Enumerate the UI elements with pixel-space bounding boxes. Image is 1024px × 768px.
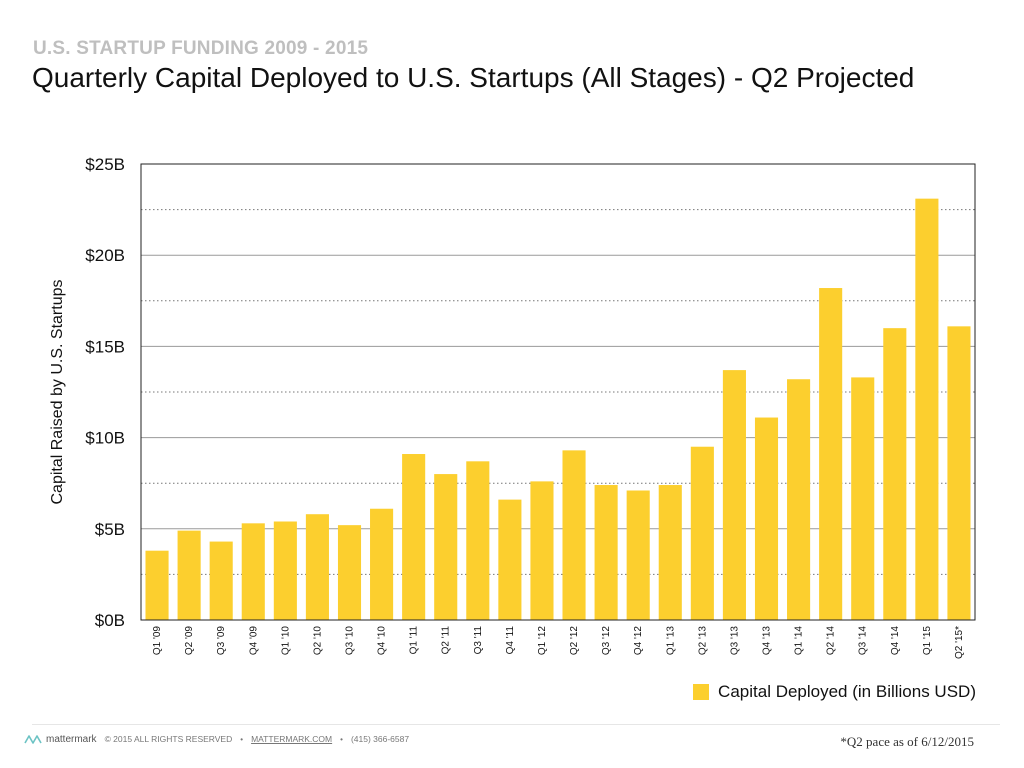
bar bbox=[851, 377, 875, 620]
y-tick-label: $15B bbox=[85, 337, 125, 356]
y-tick-label: $20B bbox=[85, 246, 125, 265]
footer-separator: • bbox=[240, 734, 244, 744]
x-tick-label: Q3 '13 bbox=[729, 626, 740, 656]
x-tick-label: Q2 '11 bbox=[441, 626, 452, 655]
bar bbox=[883, 328, 907, 620]
bar bbox=[466, 461, 490, 620]
bar bbox=[722, 370, 746, 620]
x-tick-label: Q2 '13 bbox=[697, 626, 708, 656]
x-tick-label: Q1 '13 bbox=[665, 626, 676, 656]
x-tick-label: Q2 '10 bbox=[312, 626, 323, 656]
footer: mattermark © 2015 ALL RIGHTS RESERVED • … bbox=[24, 733, 409, 745]
footer-divider bbox=[32, 724, 1000, 725]
bar bbox=[658, 485, 682, 620]
bars bbox=[145, 198, 971, 620]
x-tick-label: Q3 '14 bbox=[858, 626, 869, 656]
bar bbox=[145, 550, 169, 620]
x-tick-label: Q1 '14 bbox=[794, 626, 805, 656]
y-tick-label: $0B bbox=[95, 611, 125, 630]
bar bbox=[754, 417, 779, 620]
bar bbox=[915, 198, 939, 620]
x-tick-label: Q1 '12 bbox=[537, 626, 548, 656]
bar bbox=[402, 454, 426, 620]
mattermark-logo-icon bbox=[24, 735, 42, 744]
bar bbox=[690, 446, 714, 620]
y-axis-title: Capital Raised by U.S. Startups bbox=[49, 280, 66, 505]
x-tick-label: Q1 '09 bbox=[152, 626, 163, 656]
legend-swatch bbox=[693, 684, 710, 700]
x-tick-label: Q1 '10 bbox=[280, 626, 291, 656]
footer-separator: • bbox=[340, 734, 343, 744]
x-tick-label: Q1 '11 bbox=[409, 626, 420, 655]
y-tick-labels: $0B $5B $10B $15B $20B $25B bbox=[85, 155, 125, 630]
bar bbox=[594, 485, 618, 620]
x-tick-label: Q2 '09 bbox=[184, 626, 195, 656]
legend-label: Capital Deployed (in Billions USD) bbox=[718, 682, 976, 701]
bar bbox=[562, 450, 586, 620]
x-tick-label: Q4 '09 bbox=[248, 626, 259, 656]
x-tick-label: Q4 '10 bbox=[377, 626, 388, 656]
y-tick-label: $10B bbox=[85, 429, 125, 448]
x-tick-labels: Q1 '09 Q2 '09 Q3 '09 Q4 '09 Q1 '10 Q2 '10 Q3 '… bbox=[152, 626, 965, 659]
bar bbox=[209, 541, 233, 620]
x-tick-label: Q4 '12 bbox=[633, 626, 644, 656]
brand-name: mattermark bbox=[46, 733, 97, 745]
copyright-text: © 2015 ALL RIGHTS RESERVED bbox=[104, 734, 233, 744]
bar bbox=[305, 514, 329, 620]
bar bbox=[819, 288, 843, 620]
bar bbox=[370, 508, 394, 620]
x-tick-label: Q4 '13 bbox=[762, 626, 773, 656]
bar bbox=[434, 474, 458, 620]
bar bbox=[626, 490, 650, 620]
x-tick-label: Q2 '12 bbox=[569, 626, 580, 656]
axes bbox=[140, 163, 976, 621]
bar bbox=[787, 379, 811, 620]
bar bbox=[177, 530, 201, 620]
bar bbox=[241, 523, 265, 620]
x-tick-label: Q3 '11 bbox=[473, 626, 484, 655]
bar bbox=[530, 481, 554, 620]
pace-footnote: *Q2 pace as of 6/12/2015 bbox=[840, 734, 974, 749]
chart-legend: Capital Deployed (in Billions USD) bbox=[693, 682, 976, 702]
bar bbox=[947, 326, 971, 620]
website-link[interactable]: MATTERMARK.COM bbox=[251, 734, 333, 744]
y-tick-label: $25B bbox=[85, 155, 125, 174]
bar bbox=[337, 525, 362, 620]
chart-kicker: U.S. STARTUP FUNDING 2009 - 2015 bbox=[33, 38, 369, 59]
bar bbox=[498, 499, 522, 620]
x-tick-label: Q1 '15 bbox=[922, 626, 933, 656]
y-tick-label: $5B bbox=[95, 520, 125, 539]
x-tick-label: Q3 '12 bbox=[601, 626, 612, 656]
gridlines bbox=[141, 209, 975, 575]
phone-number: (415) 366-6587 bbox=[350, 734, 410, 744]
x-tick-label: Q3 '09 bbox=[216, 626, 227, 656]
bar bbox=[273, 521, 297, 620]
x-tick-label: Q3 '10 bbox=[345, 626, 356, 656]
plot-frame bbox=[140, 163, 976, 621]
chart-title: Quarterly Capital Deployed to U.S. Start… bbox=[32, 62, 915, 93]
x-tick-label: Q4 '11 bbox=[505, 626, 516, 655]
x-tick-label: Q2 '15* bbox=[954, 626, 965, 659]
x-tick-label: Q4 '14 bbox=[890, 626, 901, 656]
x-tick-label: Q2 '14 bbox=[826, 626, 837, 656]
